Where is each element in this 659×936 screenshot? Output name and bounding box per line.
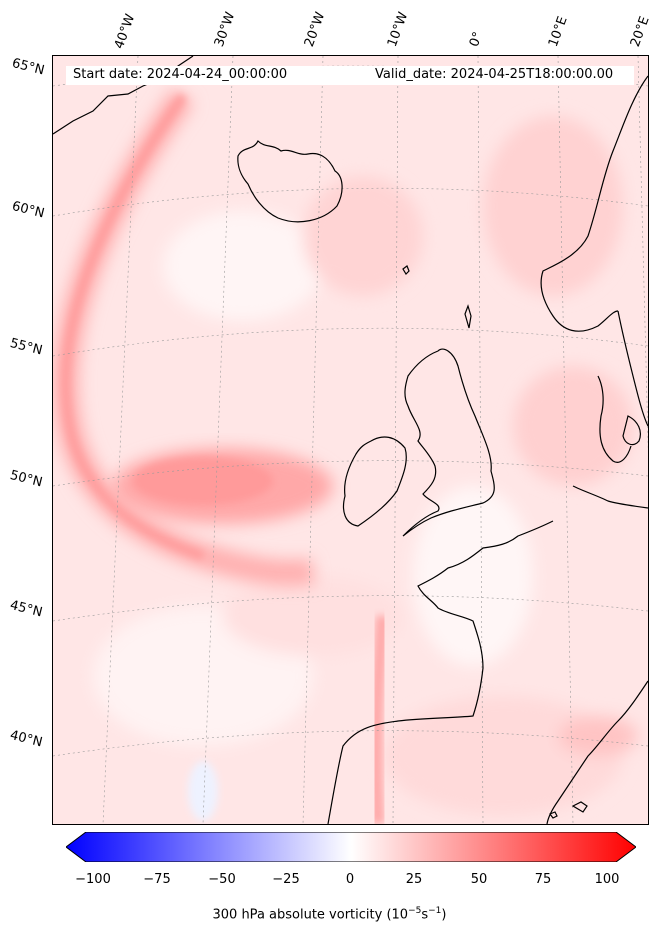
colorbar-tick-label: 75: [534, 872, 552, 887]
start-date-label: Start date: 2024-04-24_00:00:00: [73, 67, 288, 82]
lat-label-40n: 40°N: [8, 728, 44, 751]
colorbar: [66, 832, 636, 862]
lon-label-20e: 20°E: [627, 14, 653, 50]
lat-label-45n: 45°N: [8, 598, 44, 621]
lat-label-50n: 50°N: [8, 468, 44, 491]
header-bar: [66, 66, 634, 85]
colorbar-label: 300 hPa absolute vorticity (10−5s−1): [212, 906, 447, 923]
lon-label-20w: 20°W: [301, 10, 329, 49]
lat-label-65n: 65°N: [10, 56, 46, 79]
lat-label-60n: 60°N: [10, 199, 46, 222]
colorbar-tick-label: 0: [345, 872, 355, 887]
lon-label-10e: 10°E: [545, 14, 571, 50]
vorticity-map: [53, 56, 648, 824]
graticule: [53, 56, 648, 824]
colorbar-tick-label: −50: [208, 872, 236, 887]
lon-label-30w: 30°W: [211, 10, 239, 49]
colorbar-tick-label: −75: [143, 872, 171, 887]
colorbar-tick-label: −100: [75, 872, 111, 887]
lon-label-40w: 40°W: [111, 12, 139, 51]
valid-date-label: Valid_date: 2024-04-25T18:00:00.00: [375, 67, 614, 82]
lon-label-10w: 10°W: [384, 10, 412, 49]
colorbar-tick-label: −25: [272, 872, 300, 887]
map-panel[interactable]: [52, 55, 649, 825]
colorbar-tick-label: 50: [470, 872, 488, 887]
colorbar-gradient: [66, 832, 636, 862]
lat-label-55n: 55°N: [8, 336, 44, 359]
colorbar-tick-label: 100: [594, 872, 620, 887]
colorbar-tick-label: 25: [405, 872, 423, 887]
lon-label-0: 0°: [466, 29, 487, 49]
